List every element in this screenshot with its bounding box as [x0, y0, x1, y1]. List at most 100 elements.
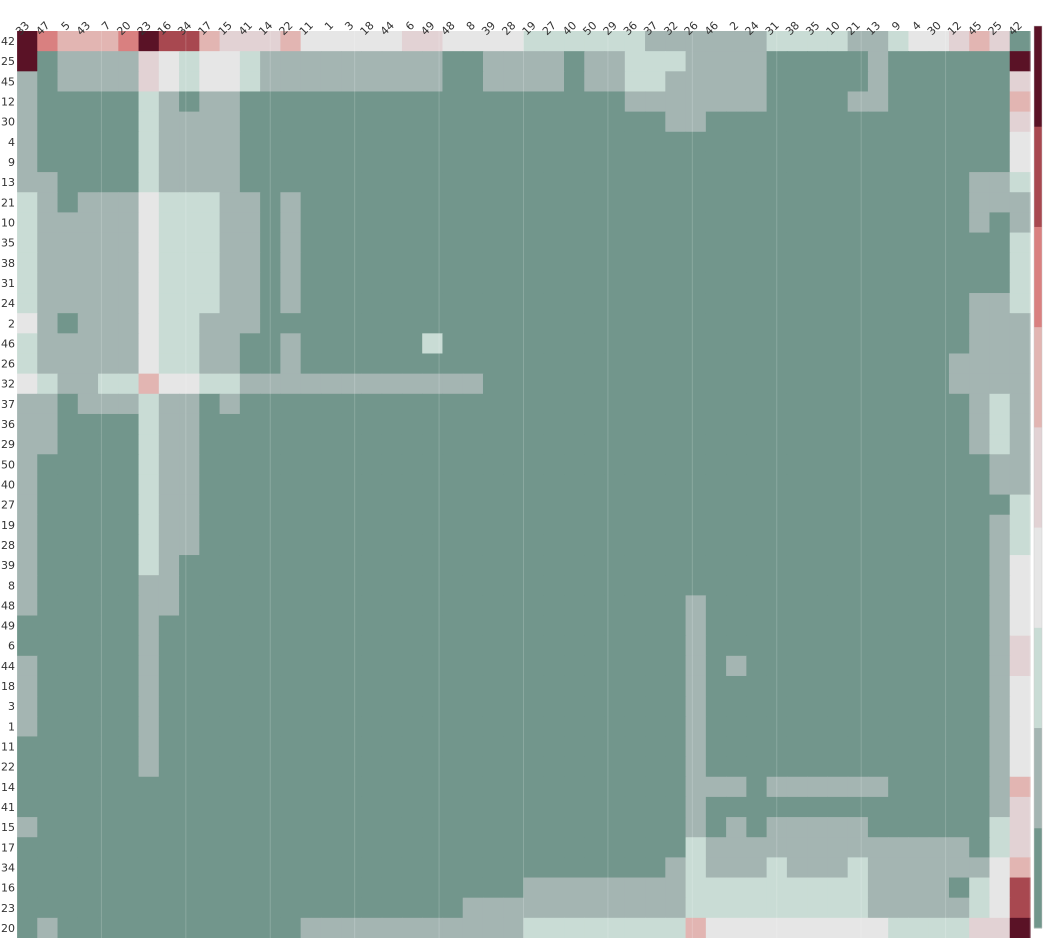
heatmap-cell [118, 555, 140, 576]
heatmap-cell [523, 817, 545, 838]
heatmap-cell [239, 393, 261, 415]
heatmap-cell [422, 353, 444, 375]
heatmap-cell [685, 696, 707, 717]
heatmap-cell [969, 393, 991, 415]
heatmap-cell [260, 232, 281, 254]
heatmap-cell [989, 534, 1011, 556]
heatmap-cell [827, 393, 849, 415]
heatmap-cell [17, 696, 38, 717]
heatmap-cell [300, 393, 322, 415]
heatmap-cell [77, 212, 99, 234]
heatmap-cell [300, 837, 322, 858]
heatmap-cell [867, 413, 889, 435]
heatmap-cell [624, 413, 646, 435]
heatmap-cell [604, 756, 626, 778]
heatmap-cell [1009, 917, 1031, 938]
heatmap-cell [523, 313, 545, 334]
heatmap-cell [645, 796, 666, 818]
heatmap-cell [442, 655, 464, 677]
heatmap-cell [948, 655, 970, 677]
heatmap-cell [219, 615, 241, 637]
heatmap-cell [179, 917, 200, 938]
heatmap-cell [624, 837, 646, 858]
heatmap-cell [766, 333, 788, 355]
heatmap-cell [665, 91, 687, 113]
heatmap-cell [57, 393, 79, 415]
heatmap-cell [138, 393, 160, 415]
heatmap-cell [239, 655, 261, 677]
heatmap-cell [746, 696, 768, 717]
heatmap-cell [300, 917, 322, 938]
heatmap-cell [888, 151, 910, 173]
heatmap-cell [523, 736, 545, 758]
heatmap-cell [746, 534, 768, 556]
heatmap-cell [827, 31, 849, 52]
heatmap-cell [422, 655, 444, 677]
heatmap-cell [624, 575, 646, 596]
heatmap-cell [503, 131, 525, 153]
heatmap-cell [77, 313, 99, 334]
heatmap-cell [786, 232, 808, 254]
heatmap-cell [807, 534, 828, 556]
y-tick-label: 37 [1, 398, 15, 411]
heatmap-cell [705, 555, 727, 576]
heatmap-cell [847, 575, 869, 596]
heatmap-cell [280, 877, 302, 899]
heatmap-cell [543, 514, 565, 536]
heatmap-cell [57, 575, 79, 596]
heatmap-cell [908, 131, 930, 153]
heatmap-cell [989, 212, 1011, 234]
heatmap-cell [482, 696, 504, 717]
heatmap-cell [786, 71, 808, 93]
heatmap-cell [543, 756, 565, 778]
heatmap-cell [746, 877, 768, 899]
heatmap-cell [726, 111, 747, 133]
heatmap-cell [928, 675, 950, 697]
heatmap-cell [138, 192, 160, 213]
heatmap-cell [867, 454, 889, 476]
colorbar-segment [1034, 426, 1042, 528]
heatmap-cell [726, 555, 747, 576]
heatmap-cell [462, 575, 484, 596]
heatmap-cell [888, 837, 910, 858]
heatmap-cell [57, 837, 79, 858]
heatmap-cell [766, 796, 788, 818]
heatmap-cell [381, 696, 403, 717]
heatmap-cell [543, 635, 565, 657]
heatmap-cell [422, 293, 444, 314]
heatmap-cell [300, 716, 322, 738]
heatmap-cell [908, 111, 930, 133]
heatmap-cell [847, 595, 869, 617]
heatmap-cell [948, 232, 970, 254]
heatmap-cell [888, 474, 910, 496]
heatmap-cell [361, 293, 383, 314]
heatmap-cell [584, 51, 606, 72]
heatmap-cell [138, 151, 160, 173]
heatmap-cell [260, 917, 281, 938]
y-tick-label: 10 [1, 216, 15, 229]
x-tick-label: 5 [59, 19, 73, 33]
heatmap-cell [969, 51, 991, 72]
heatmap-cell [401, 111, 423, 133]
heatmap-cell [948, 917, 970, 938]
heatmap-cell [726, 333, 747, 355]
heatmap-cell [604, 51, 626, 72]
heatmap-cell [645, 857, 666, 879]
heatmap-cell [422, 514, 444, 536]
heatmap-cell [341, 373, 363, 395]
heatmap-cell [847, 91, 869, 113]
heatmap-cell [138, 877, 160, 899]
heatmap-cell [77, 675, 99, 697]
heatmap-cell [37, 293, 59, 314]
heatmap-cell [685, 393, 707, 415]
heatmap-cell [604, 434, 626, 455]
heatmap-cell [786, 796, 808, 818]
heatmap-cell [37, 373, 59, 395]
y-tick-label: 1 [8, 720, 15, 733]
heatmap-cell [969, 454, 991, 476]
heatmap-cell [786, 655, 808, 677]
heatmap-cell [503, 494, 525, 516]
heatmap-cell [462, 393, 484, 415]
heatmap-cell [77, 817, 99, 838]
heatmap-cell [827, 776, 849, 798]
